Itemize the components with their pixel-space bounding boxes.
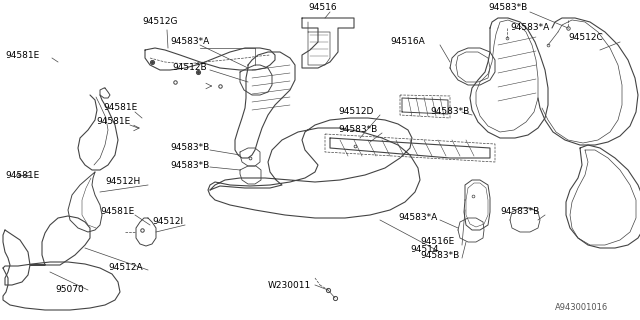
Text: 94512G: 94512G	[142, 18, 177, 27]
Text: 94581E: 94581E	[100, 207, 134, 217]
Text: W230011: W230011	[268, 281, 311, 290]
Text: 94581E: 94581E	[5, 51, 39, 60]
Text: 94514: 94514	[410, 245, 438, 254]
Text: 94583*A: 94583*A	[510, 23, 549, 33]
Text: 94583*B: 94583*B	[170, 161, 209, 170]
Text: 94581E: 94581E	[96, 117, 131, 126]
Text: 94581E: 94581E	[103, 103, 137, 113]
Text: 94516: 94516	[308, 4, 337, 12]
Text: 94583*B: 94583*B	[500, 207, 540, 217]
Text: 94583*B: 94583*B	[430, 108, 469, 116]
Text: 94583*B: 94583*B	[170, 143, 209, 153]
Text: 94512D: 94512D	[338, 108, 373, 116]
Text: 94583*A: 94583*A	[170, 37, 209, 46]
Text: 94583*A: 94583*A	[398, 213, 437, 222]
Text: 95070: 95070	[55, 285, 84, 294]
Text: 94512C: 94512C	[568, 34, 603, 43]
Text: 94512I: 94512I	[152, 218, 183, 227]
Text: 94512A: 94512A	[108, 263, 143, 273]
Text: 94512H: 94512H	[105, 178, 140, 187]
Text: 94516E: 94516E	[420, 237, 454, 246]
Text: 94512B: 94512B	[172, 63, 207, 73]
Text: 94583*B: 94583*B	[338, 125, 377, 134]
Text: 94581E: 94581E	[5, 171, 39, 180]
Text: A943001016: A943001016	[555, 303, 608, 313]
Text: 94583*B: 94583*B	[420, 251, 460, 260]
Text: 94583*B: 94583*B	[488, 4, 527, 12]
Text: 94516A: 94516A	[390, 37, 425, 46]
